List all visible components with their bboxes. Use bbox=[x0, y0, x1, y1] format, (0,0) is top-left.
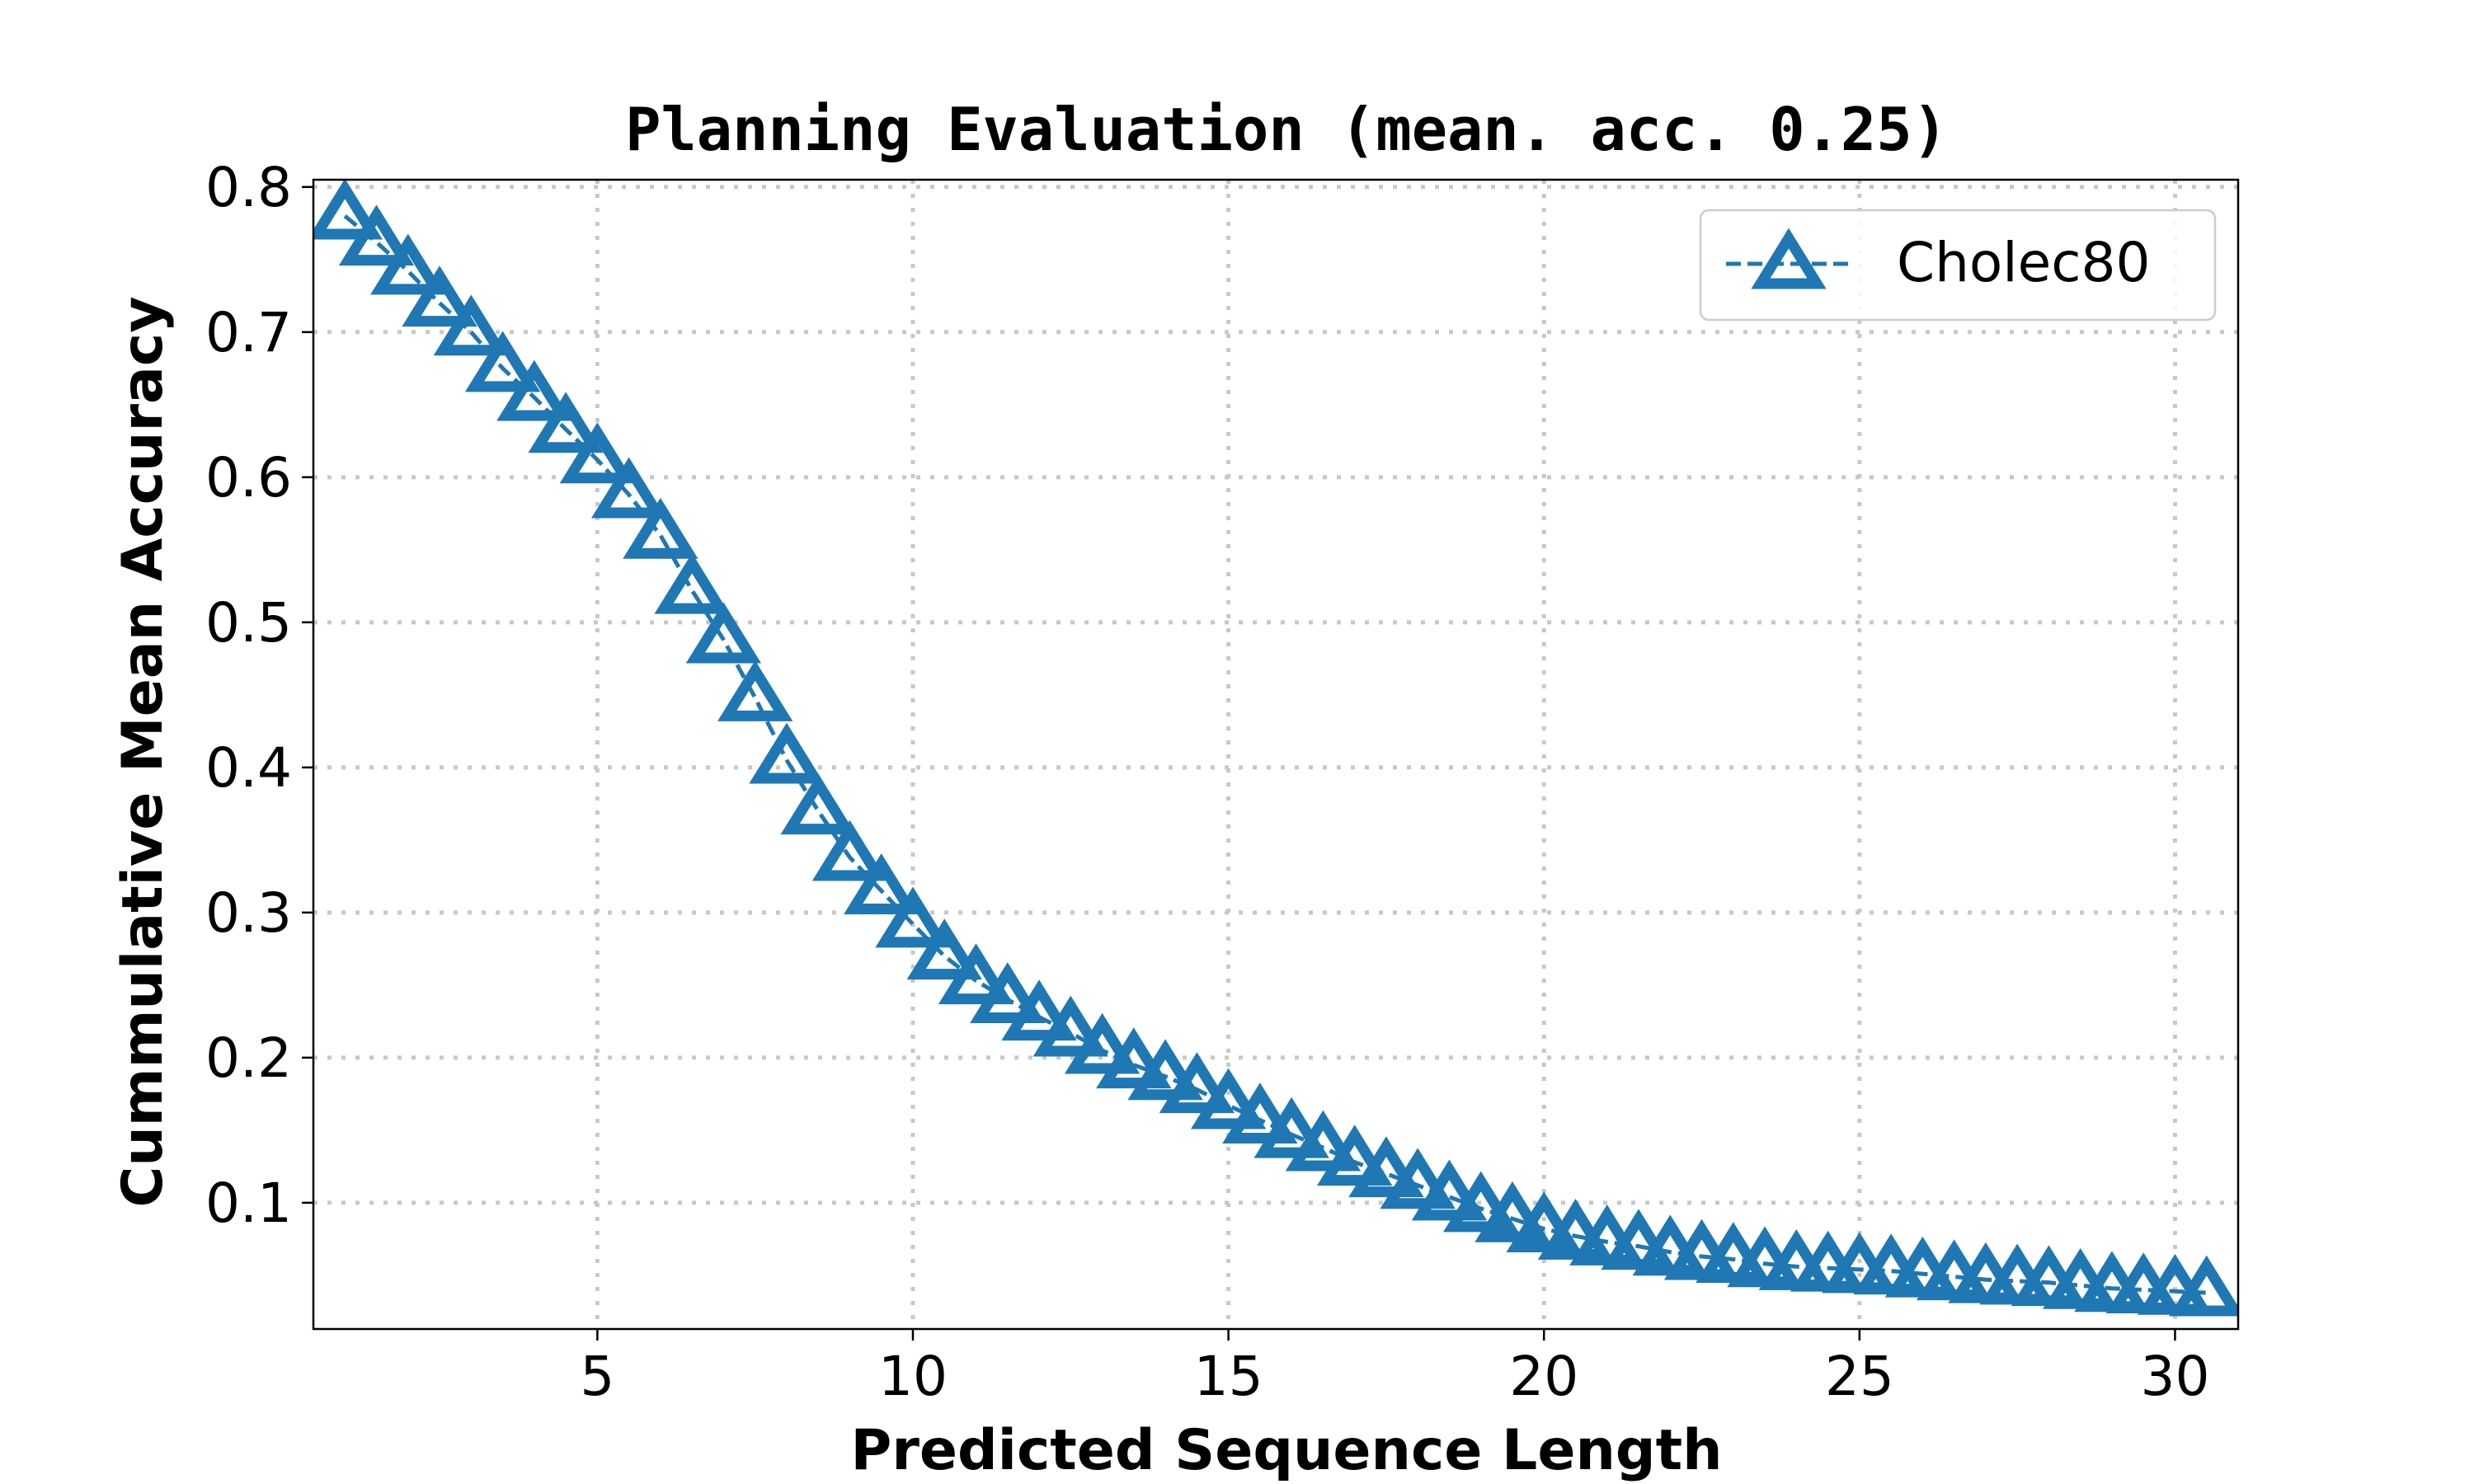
data-point bbox=[1032, 995, 1108, 1057]
x-tick-label: 10 bbox=[878, 1345, 948, 1408]
data-point bbox=[338, 204, 415, 266]
data-point bbox=[1443, 1171, 1519, 1233]
x-tick-label: 20 bbox=[1509, 1345, 1578, 1408]
data-point bbox=[1190, 1068, 1267, 1129]
data-point bbox=[970, 962, 1046, 1023]
data-point bbox=[528, 392, 604, 453]
y-tick-label: 0.8 bbox=[205, 156, 292, 219]
data-point bbox=[1096, 1027, 1172, 1089]
ticks: 5 10 15 20 25 30 0.1 0.2 0.3 0.4 0.5 0.6 0.7 0.8 bbox=[205, 156, 2209, 1408]
series-cholec80 bbox=[313, 178, 2238, 1317]
data-point bbox=[496, 359, 572, 421]
data-point bbox=[2169, 1255, 2238, 1317]
data-point bbox=[464, 331, 541, 392]
data-point bbox=[938, 943, 1014, 1005]
data-point bbox=[1506, 1191, 1582, 1253]
data-point bbox=[654, 552, 730, 614]
data-point bbox=[906, 918, 982, 980]
legend-marker bbox=[1751, 228, 1827, 289]
y-tick-label: 0.4 bbox=[205, 736, 292, 800]
y-tick-label: 0.3 bbox=[205, 881, 292, 945]
data-point bbox=[749, 722, 825, 784]
y-tick-label: 0.1 bbox=[205, 1172, 292, 1235]
data-point bbox=[1253, 1097, 1329, 1158]
y-tick-label: 0.5 bbox=[205, 591, 292, 655]
data-point bbox=[685, 602, 762, 664]
x-tick-label: 5 bbox=[580, 1345, 614, 1408]
legend-label: Cholec80 bbox=[1897, 231, 2151, 294]
data-point bbox=[1285, 1110, 1362, 1172]
data-point bbox=[1411, 1159, 1488, 1221]
data-point bbox=[811, 819, 888, 881]
data-point bbox=[1475, 1181, 1550, 1242]
data-point bbox=[370, 233, 446, 295]
legend-box bbox=[1699, 209, 2217, 322]
data-point bbox=[1222, 1082, 1298, 1144]
data-point bbox=[1380, 1148, 1456, 1209]
plot-frame bbox=[312, 178, 2240, 1331]
data-point bbox=[1537, 1198, 1614, 1260]
x-tick-label: 30 bbox=[2140, 1345, 2209, 1408]
x-tick-label: 15 bbox=[1194, 1345, 1263, 1408]
data-point bbox=[1127, 1039, 1203, 1101]
y-tick-label: 0.6 bbox=[205, 446, 292, 510]
data-point bbox=[1159, 1052, 1235, 1114]
data-point bbox=[1064, 1012, 1141, 1074]
y-axis-label: Cummulative Mean Accuracy bbox=[111, 296, 176, 1207]
data-point bbox=[1001, 979, 1077, 1041]
data-point bbox=[875, 886, 951, 948]
y-tick-label: 0.7 bbox=[205, 301, 292, 364]
data-point bbox=[559, 422, 636, 484]
data-point bbox=[1348, 1136, 1424, 1198]
data-point bbox=[623, 497, 698, 559]
data-point bbox=[1601, 1209, 1677, 1270]
data-point bbox=[717, 660, 793, 721]
data-point bbox=[590, 457, 667, 519]
chart-title: Planning Evaluation (mean. acc. 0.25) bbox=[625, 95, 1948, 164]
x-axis-label: Predicted Sequence Length bbox=[850, 1418, 1722, 1483]
data-point bbox=[780, 773, 856, 835]
grid bbox=[313, 180, 2238, 1329]
data-point bbox=[844, 853, 920, 914]
x-tick-label: 25 bbox=[1825, 1345, 1894, 1408]
data-point bbox=[433, 294, 509, 356]
legend: Cholec80 bbox=[1699, 209, 2217, 322]
data-point bbox=[313, 178, 383, 240]
plot-area bbox=[313, 178, 2238, 1317]
data-point bbox=[1316, 1125, 1393, 1186]
y-tick-label: 0.2 bbox=[205, 1026, 292, 1090]
data-point bbox=[402, 265, 477, 327]
